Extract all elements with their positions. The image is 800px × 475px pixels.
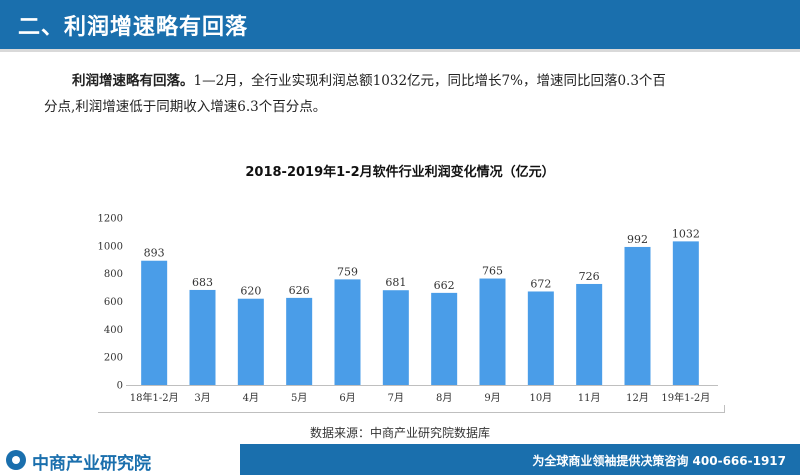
bar bbox=[479, 278, 506, 385]
data-label: 992 bbox=[627, 233, 648, 246]
data-label: 620 bbox=[240, 285, 261, 298]
data-label: 681 bbox=[385, 276, 406, 289]
x-tick-label: 3月 bbox=[194, 392, 210, 404]
data-label: 662 bbox=[434, 279, 455, 292]
bar-chart: 0 200 400 600 800 1000 1200 893 18年1-2月 683 3月 620 4… bbox=[98, 214, 725, 413]
x-tick-label: 9月 bbox=[484, 392, 500, 404]
x-tick-label: 11月 bbox=[578, 392, 601, 404]
chart-title: 2018-2019年1-2月软件行业利润变化情况（亿元） bbox=[245, 165, 555, 180]
y-tick-label: 400 bbox=[104, 325, 123, 336]
y-tick-label: 1000 bbox=[98, 241, 123, 252]
data-label: 893 bbox=[144, 247, 165, 260]
bar bbox=[672, 241, 699, 385]
bar bbox=[431, 292, 458, 385]
bar bbox=[189, 289, 216, 385]
summary-paragraph: 利润增速略有回落。1—2月，全行业实现利润总额1032亿元，同比增长7%，增速同… bbox=[44, 68, 752, 115]
y-tick-label: 1200 bbox=[98, 214, 123, 225]
bar bbox=[237, 298, 264, 385]
x-tick-label: 10月 bbox=[529, 392, 552, 404]
x-tick-label: 19年1-2月 bbox=[661, 391, 710, 404]
x-tick-label: 12月 bbox=[626, 392, 649, 404]
data-source: 数据来源：中商产业研究院数据库 bbox=[309, 426, 490, 440]
header-divider bbox=[0, 49, 800, 52]
x-tick-label: 8月 bbox=[436, 392, 452, 404]
paragraph-line2: 分点,利润增速低于同期收入增速6.3个百分点。 bbox=[44, 99, 327, 115]
x-tick-label: 5月 bbox=[291, 392, 307, 404]
x-tick-label: 18年1-2月 bbox=[130, 391, 179, 404]
paragraph-line1: 1—2月，全行业实现利润总额1032亿元，同比增长7%，增速同比回落0.3个百 bbox=[193, 73, 666, 89]
footer-bar: 中商产业研究院 为全球商业领袖提供决策咨询 400-666-1917 bbox=[0, 444, 800, 475]
bar bbox=[576, 283, 603, 385]
header-bar: 二、利润增速略有回落 bbox=[0, 0, 800, 49]
bar bbox=[527, 291, 554, 385]
logo-icon bbox=[6, 450, 26, 470]
logo-text: 中商产业研究院 bbox=[32, 454, 151, 474]
y-tick-label: 600 bbox=[104, 297, 123, 308]
paragraph-lead: 利润增速略有回落。 bbox=[72, 73, 194, 89]
y-tick-label: 0 bbox=[117, 381, 123, 392]
bar bbox=[141, 260, 168, 385]
data-label: 759 bbox=[337, 265, 358, 278]
bar bbox=[286, 297, 313, 385]
bar bbox=[382, 290, 409, 385]
section-title: 二、利润增速略有回落 bbox=[18, 15, 249, 40]
data-label: 672 bbox=[530, 277, 551, 290]
footer-slogan: 为全球商业领袖提供决策咨询 400-666-1917 bbox=[532, 454, 786, 468]
bar bbox=[624, 246, 651, 385]
data-label: 683 bbox=[192, 276, 213, 289]
data-label: 626 bbox=[289, 284, 310, 297]
y-tick-label: 800 bbox=[104, 269, 123, 280]
x-tick-label: 7月 bbox=[388, 392, 404, 404]
x-tick-label: 6月 bbox=[339, 392, 355, 404]
footer-logo: 中商产业研究院 bbox=[0, 444, 240, 475]
data-label: 726 bbox=[579, 270, 600, 283]
y-tick-label: 200 bbox=[104, 353, 123, 364]
data-label: 765 bbox=[482, 265, 503, 278]
bar bbox=[334, 279, 361, 385]
data-label: 1032 bbox=[672, 227, 700, 240]
x-tick-label: 4月 bbox=[243, 392, 259, 404]
